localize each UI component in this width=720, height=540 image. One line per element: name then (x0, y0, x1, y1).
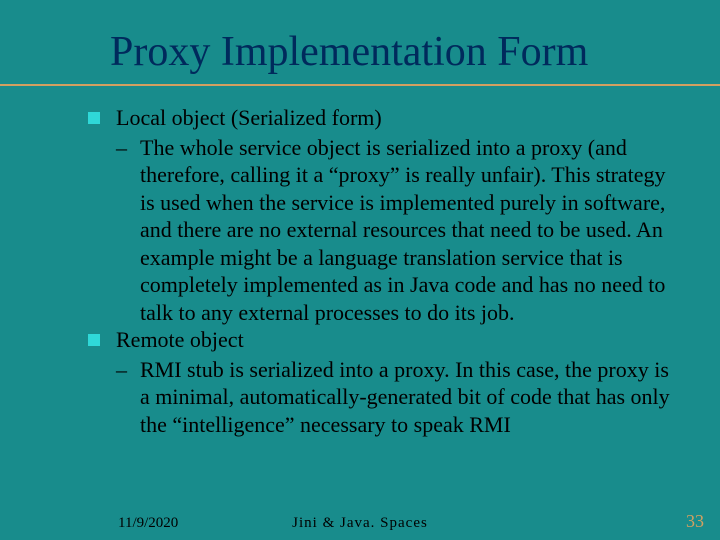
page-number: 33 (686, 511, 704, 532)
footer-date: 11/9/2020 (118, 515, 178, 532)
sub-bullet-item: – The whole service object is serialized… (88, 134, 680, 327)
sub-bullet-text: RMI stub is serialized into a proxy. In … (140, 356, 680, 439)
dash-icon: – (116, 134, 134, 162)
bullet-text: Remote object (116, 326, 680, 354)
bullet-text: Local object (Serialized form) (116, 104, 680, 132)
bullet-item: Remote object (88, 326, 680, 354)
square-bullet-icon (88, 334, 100, 346)
slide-title: Proxy Implementation Form (0, 0, 720, 80)
sub-bullet-text: The whole service object is serialized i… (140, 134, 680, 327)
square-bullet-icon (88, 112, 100, 124)
sub-bullet-item: – RMI stub is serialized into a proxy. I… (88, 356, 680, 439)
footer-center: Jini & Java. Spaces (292, 515, 428, 532)
content-area: Local object (Serialized form) – The who… (0, 86, 720, 438)
slide: Proxy Implementation Form Local object (… (0, 0, 720, 540)
dash-icon: – (116, 356, 134, 384)
bullet-item: Local object (Serialized form) (88, 104, 680, 132)
